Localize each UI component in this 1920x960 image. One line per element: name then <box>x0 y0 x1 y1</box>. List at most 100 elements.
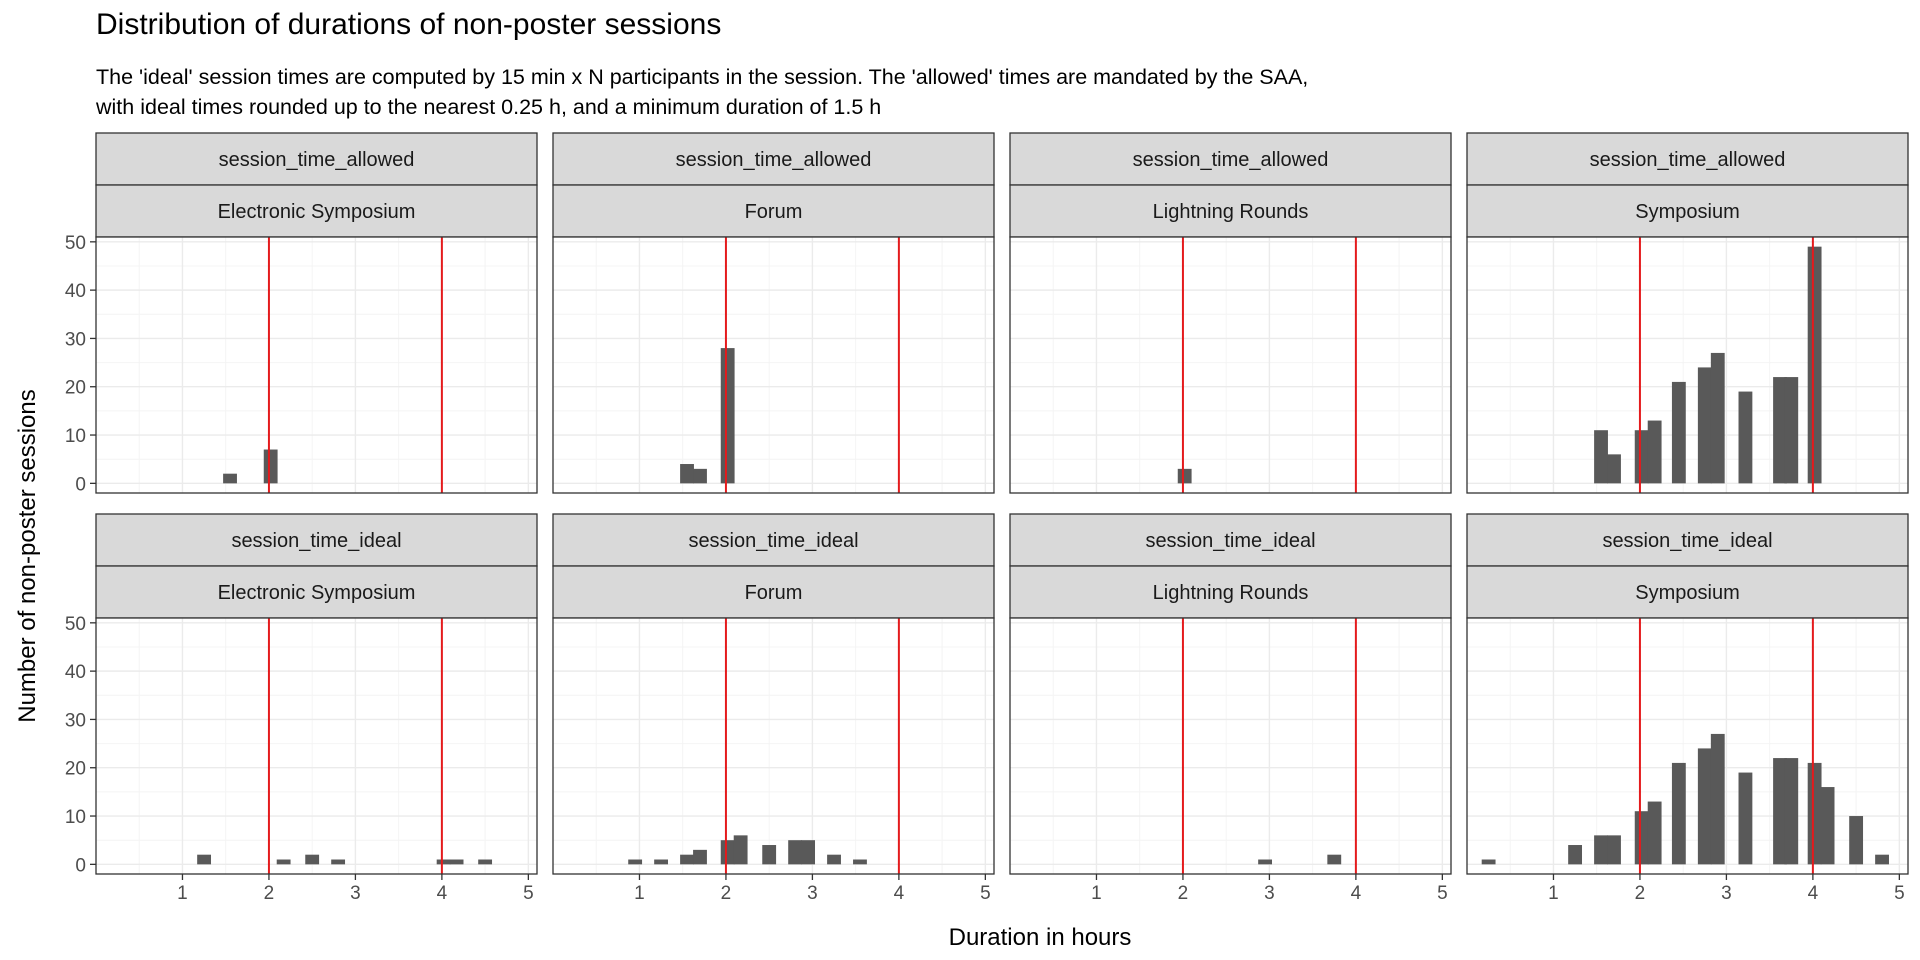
facet-strip-col-label: Electronic Symposium <box>218 201 416 223</box>
histogram-bar <box>331 859 346 865</box>
panel-border <box>1009 617 1452 875</box>
y-tick-label: 20 <box>65 378 86 399</box>
x-tick-label: 2 <box>1178 883 1189 904</box>
histogram-bar <box>1773 377 1787 484</box>
x-axis-label: Duration in hours <box>948 924 1132 951</box>
panel-border <box>552 617 995 875</box>
facet-strip-col <box>552 184 995 238</box>
histogram-bar <box>654 859 669 865</box>
panel-background <box>96 237 537 493</box>
x-tick-label: 3 <box>807 883 818 904</box>
facet-strip-row-label: session_time_ideal <box>688 530 858 552</box>
panel-session-time-ideal-symposium: session_time_ideal Symposium 1 2 3 4 5 <box>1466 513 1909 904</box>
panel-session-time-ideal-electronic-symposium: session_time_ideal Electronic Symposium 0 1… <box>65 513 538 904</box>
histogram-bar <box>276 859 291 865</box>
facet-strip-col <box>1466 565 1909 619</box>
facet-strip-row <box>95 132 538 186</box>
histogram-bar <box>1820 787 1835 865</box>
x-tick-label: 3 <box>350 883 361 904</box>
panel-background <box>1467 237 1908 493</box>
panel-session-time-allowed-lightning-rounds: session_time_allowed Lightning Rounds <box>1009 132 1452 494</box>
histogram-bar <box>1634 430 1649 484</box>
panel-border <box>1466 617 1909 875</box>
panel-session-time-allowed-electronic-symposium: session_time_allowed Electronic Symposium… <box>65 132 538 495</box>
facet-strip-row-label: session_time_allowed <box>676 149 872 171</box>
histogram-bar <box>1773 758 1787 865</box>
histogram-bar <box>1784 758 1799 865</box>
panel-background <box>96 618 537 874</box>
x-tick-label: 1 <box>177 883 188 904</box>
histogram-bar <box>1671 762 1686 865</box>
y-tick-label: 30 <box>65 710 86 731</box>
histogram-bar <box>1738 391 1753 484</box>
histogram-bar <box>478 859 493 865</box>
y-tick-label: 0 <box>75 855 86 876</box>
y-tick-label: 50 <box>65 614 86 635</box>
histogram-bar <box>827 854 841 865</box>
facet-strip-row <box>95 513 538 567</box>
panel-background <box>1010 237 1451 493</box>
histogram-bar <box>1807 762 1822 865</box>
facet-strip-row <box>552 132 995 186</box>
histogram-bar <box>449 859 464 865</box>
histogram-bar <box>1258 859 1273 865</box>
histogram-bar <box>197 854 212 865</box>
histogram-bar <box>1875 854 1889 865</box>
facet-strip-row <box>1009 513 1452 567</box>
panel-session-time-allowed-forum: session_time_allowed Forum <box>552 132 995 494</box>
subtitle-line-2: with ideal times rounded up to the neare… <box>96 95 882 119</box>
facet-strip-row <box>1009 132 1452 186</box>
y-tick-label: 20 <box>65 759 86 780</box>
panel-session-time-ideal-lightning-rounds: session_time_ideal Lightning Rounds 1 2 3 4 5 <box>1009 513 1452 904</box>
histogram-bar <box>628 859 643 865</box>
y-tick-label: 40 <box>65 281 86 302</box>
histogram-bar <box>1710 352 1725 484</box>
histogram-bar <box>1568 845 1583 865</box>
facet-strip-row-label: session_time_allowed <box>1133 149 1329 171</box>
histogram-bar <box>223 473 237 484</box>
facet-strip-row <box>1466 132 1909 186</box>
histogram-bar <box>680 464 694 484</box>
facet-strip-row-label: session_time_ideal <box>1145 530 1315 552</box>
facet-strip-row-label: session_time_ideal <box>1602 530 1772 552</box>
x-tick-label: 3 <box>1721 883 1732 904</box>
histogram-bar <box>733 835 748 865</box>
facet-strip-row <box>552 513 995 567</box>
facet-strip-col <box>552 565 995 619</box>
histogram-bar <box>762 845 777 865</box>
histogram-bar <box>1607 835 1621 865</box>
y-tick-label: 50 <box>65 233 86 254</box>
x-tick-label: 5 <box>1894 883 1905 904</box>
x-tick-label: 4 <box>1808 883 1819 904</box>
facet-strip-col <box>95 565 538 619</box>
facet-strip-col-label: Electronic Symposium <box>218 582 416 604</box>
facet-strip-col-label: Lightning Rounds <box>1153 201 1309 223</box>
y-tick-label: 40 <box>65 662 86 683</box>
facet-strip-row-label: session_time_allowed <box>1590 149 1786 171</box>
panel-background <box>553 618 994 874</box>
panel-border <box>552 236 995 494</box>
facet-strip-col <box>1009 565 1452 619</box>
x-tick-label: 2 <box>1635 883 1646 904</box>
histogram-bar <box>1849 816 1864 865</box>
facet-strip-row-label: session_time_ideal <box>231 530 401 552</box>
panel-border <box>95 236 538 494</box>
histogram-bar <box>680 854 694 865</box>
x-tick-label: 5 <box>980 883 991 904</box>
panel-border <box>1466 236 1909 494</box>
histogram-bar <box>693 849 707 865</box>
facet-strip-row-label: session_time_allowed <box>219 149 415 171</box>
histogram-bar <box>1807 246 1822 484</box>
y-tick-label: 10 <box>65 426 86 447</box>
facet-strip-col <box>1009 184 1452 238</box>
y-tick-label: 0 <box>75 474 86 495</box>
histogram-bar <box>720 348 735 484</box>
histogram-bar <box>1671 381 1686 484</box>
histogram-bar <box>1481 859 1496 865</box>
histogram-bar <box>263 449 278 484</box>
panel-session-time-allowed-symposium: session_time_allowed Symposium <box>1466 132 1909 494</box>
x-tick-label: 5 <box>1437 883 1448 904</box>
histogram-bar <box>1697 367 1712 484</box>
x-tick-label: 1 <box>1091 883 1102 904</box>
